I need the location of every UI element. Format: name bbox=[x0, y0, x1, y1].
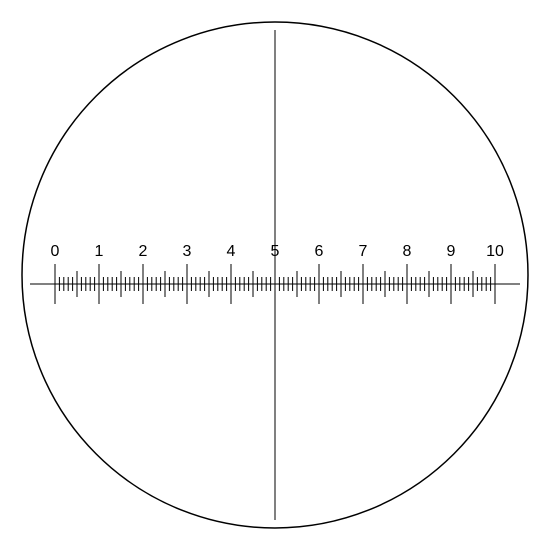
scale-labels: 0 1 2 3 4 5 6 7 8 9 10 bbox=[51, 243, 504, 260]
scale-label: 3 bbox=[183, 243, 192, 260]
scale-label: 4 bbox=[227, 243, 236, 260]
scale-label: 5 bbox=[271, 243, 280, 260]
scale-label: 6 bbox=[315, 243, 324, 260]
scale-ticks bbox=[55, 264, 495, 304]
reticle-diagram: 0 1 2 3 4 5 6 7 8 9 10 bbox=[0, 0, 550, 550]
scale-label: 9 bbox=[447, 243, 456, 260]
scale-label: 0 bbox=[51, 243, 60, 260]
scale-label: 8 bbox=[403, 243, 412, 260]
scale-label: 2 bbox=[139, 243, 148, 260]
scale-label: 10 bbox=[486, 243, 504, 260]
scale-label: 7 bbox=[359, 243, 368, 260]
scale-label: 1 bbox=[95, 243, 104, 260]
